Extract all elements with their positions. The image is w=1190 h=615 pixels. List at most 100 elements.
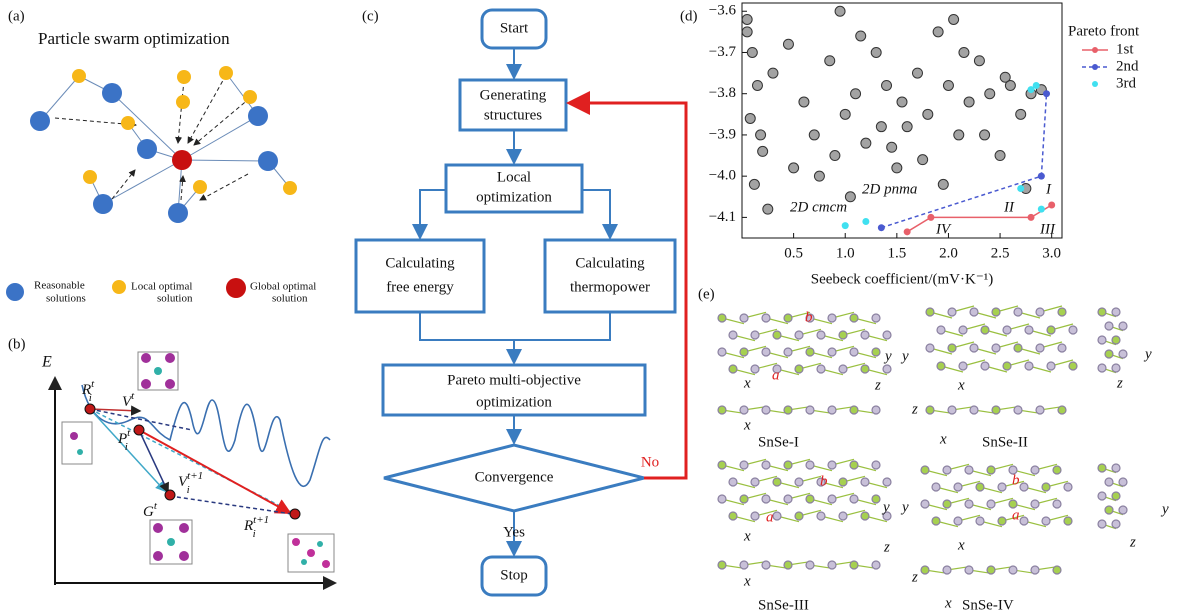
label-part: i [89,392,92,404]
atom [806,561,814,569]
atom [954,517,962,525]
panel-label: (b) [8,336,26,352]
data-point [742,14,752,24]
data-point [856,31,866,41]
axis-letter: y [883,348,892,364]
atom [1036,308,1044,316]
edge-label: Yes [503,524,525,540]
atom [932,517,940,525]
atom [1105,506,1113,514]
legend-marker [1092,47,1098,53]
atom [992,406,1000,414]
atom [729,512,737,520]
atom [1064,517,1072,525]
atom [921,466,929,474]
axis-letter: x [939,431,947,447]
pareto-point [1028,214,1035,221]
atom [1064,483,1072,491]
atom [948,308,956,316]
atom [965,566,973,574]
axis-letter: y [1143,346,1152,362]
axis-letter: x [743,528,751,544]
atom [1119,322,1127,330]
atom [740,314,748,322]
atom [872,561,880,569]
atom [970,406,978,414]
axis-letter: x [944,595,952,611]
node-label: Calculating [385,255,455,271]
data-point [768,68,778,78]
label-part: t+1 [253,514,269,526]
data-point [752,80,762,90]
axis-letter: a [772,367,780,383]
atom [762,314,770,322]
data-point [835,6,845,16]
x-tick-label: 3.0 [1042,245,1061,261]
atom [1020,517,1028,525]
atom [883,478,891,486]
atom [987,466,995,474]
x-tick-label: 2.0 [939,245,958,261]
atom [948,406,956,414]
axis-letter: x [743,573,751,589]
atom [1031,500,1039,508]
atom [883,365,891,373]
data-point [974,56,984,66]
atom [948,344,956,352]
atom [943,466,951,474]
legend-label: solutions [46,293,86,305]
axis-letter: x [743,417,751,433]
label-part: t [154,500,158,512]
point-label: Vt+1i [178,470,203,496]
atom [1098,492,1106,500]
data-point [980,130,990,140]
panel-label: (d) [680,8,698,24]
atom [883,331,891,339]
atom [1003,326,1011,334]
atom [806,406,814,414]
atom [740,348,748,356]
atom [987,566,995,574]
data-point [902,122,912,132]
point-label: Vt [122,390,135,411]
atom [1031,466,1039,474]
axis-letter: z [911,569,918,585]
structure-name: SnSe-II [982,434,1028,450]
atom [1119,478,1127,486]
atom [751,478,759,486]
atom [981,326,989,334]
legend-marker [1092,64,1098,70]
data-point [747,47,757,57]
atom [1053,466,1061,474]
atom [1014,308,1022,316]
label-part: G [143,504,154,520]
data-point [943,80,953,90]
atom [1112,520,1120,528]
atom [1025,326,1033,334]
figure: (a) Particle swarm optimization [0,0,1190,615]
atom [839,331,847,339]
atom [943,566,951,574]
atom [965,466,973,474]
y-tick-label: −4.0 [709,168,736,184]
annotation: III [1039,221,1056,237]
atom [817,365,825,373]
data-point [756,130,766,140]
data-point [949,14,959,24]
legend-marker [1092,81,1098,87]
legend-label: 1st [1116,41,1134,57]
x-tick-label: 1.0 [836,245,855,261]
axis-letter: x [957,537,965,553]
atom [987,500,995,508]
atom [795,331,803,339]
node-label: thermopower [570,279,650,295]
atom [861,365,869,373]
node-label: Generating [480,87,547,103]
axis-letter: z [883,539,890,555]
data-point [871,47,881,57]
atom [817,331,825,339]
atom [959,326,967,334]
atom [1112,364,1120,372]
atom [850,406,858,414]
atom [872,495,880,503]
